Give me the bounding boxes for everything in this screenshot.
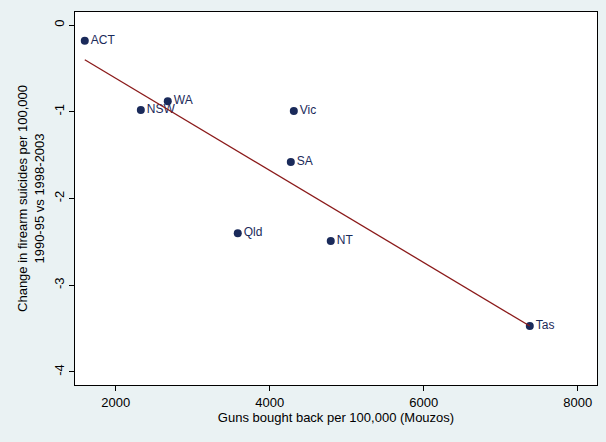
svg-text:-3: -3: [52, 278, 67, 290]
svg-text:-4: -4: [52, 364, 67, 376]
svg-text:SA: SA: [297, 154, 313, 168]
svg-text:-2: -2: [52, 191, 67, 203]
svg-text:NT: NT: [337, 233, 354, 247]
svg-text:WA: WA: [174, 93, 193, 107]
svg-text:2000: 2000: [101, 395, 130, 410]
svg-text:4000: 4000: [255, 395, 284, 410]
svg-text:0: 0: [52, 19, 67, 26]
svg-text:NSW: NSW: [147, 102, 176, 116]
svg-text:6000: 6000: [409, 395, 438, 410]
svg-text:Guns bought back per 100,000 (: Guns bought back per 100,000 (Mouzos): [218, 410, 454, 425]
svg-text:Vic: Vic: [300, 103, 316, 117]
svg-text:ACT: ACT: [91, 33, 116, 47]
svg-text:8000: 8000: [563, 395, 592, 410]
svg-text:Change in firearm suicides per: Change in firearm suicides per 100,00019…: [15, 85, 47, 312]
svg-text:Qld: Qld: [244, 225, 263, 239]
svg-text:-1: -1: [52, 104, 67, 116]
svg-text:Tas: Tas: [536, 318, 555, 332]
